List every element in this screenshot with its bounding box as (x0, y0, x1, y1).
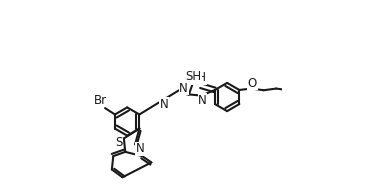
Text: OH: OH (189, 71, 207, 84)
Text: O: O (248, 77, 257, 90)
Text: N: N (136, 142, 144, 155)
Text: N: N (198, 94, 207, 107)
Text: S: S (115, 136, 123, 149)
Text: SH: SH (185, 70, 201, 83)
Text: N: N (160, 98, 169, 111)
Text: Br: Br (93, 94, 107, 107)
Text: N: N (179, 82, 188, 95)
